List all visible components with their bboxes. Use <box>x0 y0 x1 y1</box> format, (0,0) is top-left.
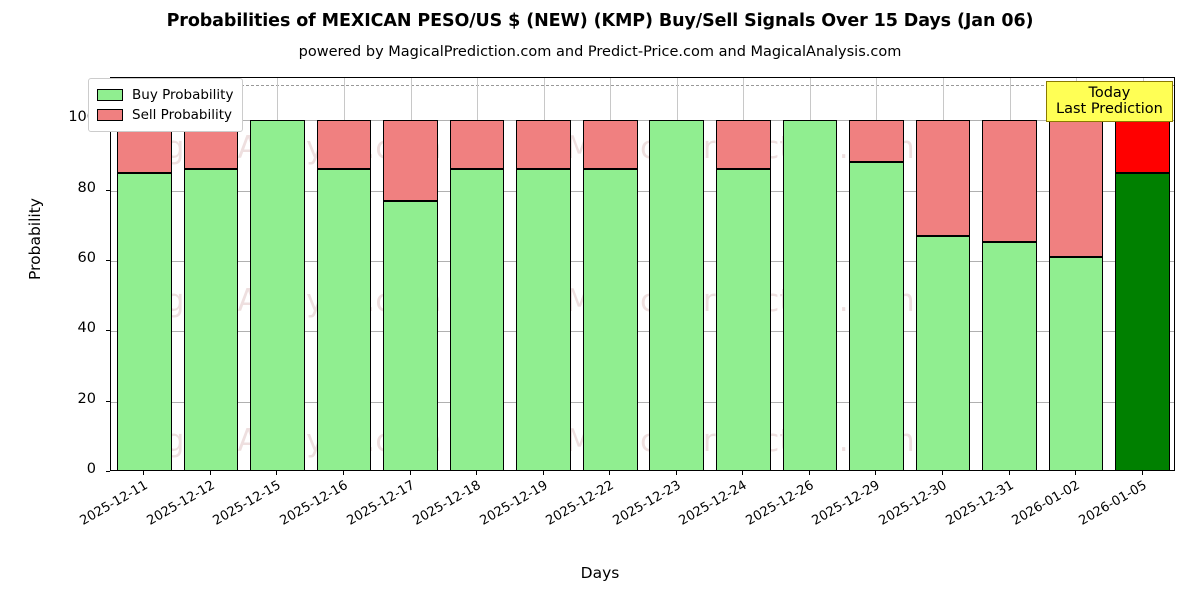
y-tick-mark <box>106 330 110 332</box>
bar-group[interactable] <box>782 78 838 470</box>
bar-group[interactable] <box>915 78 971 470</box>
y-gridline <box>111 260 1174 262</box>
bar-group[interactable] <box>982 78 1037 470</box>
y-tick-label: 60 <box>77 249 96 266</box>
y-tick-label: 80 <box>77 179 96 196</box>
y-tick-label: 100 <box>68 109 96 126</box>
x-tick-mark <box>808 471 810 475</box>
x-tick-mark <box>409 471 411 475</box>
bar-segment-sell[interactable] <box>582 120 638 170</box>
bar-segment-sell[interactable] <box>516 120 571 170</box>
bar-segment-buy[interactable] <box>915 236 971 470</box>
today-annotation: Today Last Prediction <box>1046 81 1173 123</box>
page-title: Probabilities of MEXICAN PESO/US $ (NEW)… <box>166 11 1034 31</box>
bar-segment-buy[interactable] <box>116 172 172 470</box>
x-tick-mark <box>942 471 944 475</box>
bar-group[interactable] <box>116 78 172 470</box>
bar-segment-buy[interactable] <box>449 169 505 470</box>
bar-group[interactable] <box>716 78 771 470</box>
bar-segment-buy[interactable] <box>516 169 571 470</box>
bar-segment-buy[interactable] <box>849 162 904 470</box>
bar-segment-buy[interactable] <box>582 169 638 470</box>
x-tick-mark <box>675 471 677 475</box>
bar-group[interactable] <box>183 78 239 470</box>
plot-area: MagicalAnalysis.comMagicalPrediction.com… <box>110 77 1175 471</box>
bar-segment-sell[interactable] <box>849 120 904 163</box>
bar-segment-buy[interactable] <box>982 241 1037 470</box>
bar-group[interactable] <box>849 78 904 470</box>
bar-segment-sell[interactable] <box>1048 120 1104 258</box>
today-annotation-line2: Last Prediction <box>1056 101 1163 118</box>
x-tick-mark <box>542 471 544 475</box>
bar-group[interactable] <box>449 78 505 470</box>
chart-subtitle: powered by MagicalPrediction.com and Pre… <box>298 44 902 60</box>
bar-segment-buy[interactable] <box>183 169 239 470</box>
bar-segment-buy[interactable] <box>316 169 372 470</box>
bar-segment-buy[interactable] <box>383 201 438 470</box>
bar-segment-buy[interactable] <box>250 120 305 470</box>
bar-group[interactable] <box>1115 78 1170 470</box>
y-gridline <box>111 331 1174 333</box>
bar-group[interactable] <box>250 78 305 470</box>
bar-group[interactable] <box>383 78 438 470</box>
x-axis-label: Days <box>580 564 620 582</box>
y-tick-label: 20 <box>77 390 96 407</box>
y-tick-mark <box>106 259 110 261</box>
bar-segment-buy[interactable] <box>782 120 838 470</box>
x-tick-mark <box>143 471 145 475</box>
bar-group[interactable] <box>316 78 372 470</box>
legend-swatch-buy-icon <box>97 89 123 101</box>
bar-group[interactable] <box>582 78 638 470</box>
x-tick-mark <box>875 471 877 475</box>
bar-segment-buy[interactable] <box>649 120 705 470</box>
legend-label-buy: Buy Probability <box>132 87 234 103</box>
bar-segment-sell[interactable] <box>383 120 438 202</box>
bar-segment-sell[interactable] <box>449 120 505 170</box>
bar-segment-buy[interactable] <box>1115 172 1170 470</box>
x-tick-mark <box>476 471 478 475</box>
bar-segment-buy[interactable] <box>716 169 771 470</box>
bar-segment-sell[interactable] <box>1115 120 1170 173</box>
legend-item-buy: Buy Probability <box>97 85 233 105</box>
y-tick-label: 0 <box>86 461 96 477</box>
bar-group[interactable] <box>516 78 571 470</box>
bar-segment-sell[interactable] <box>716 120 771 170</box>
y-tick-mark <box>106 400 110 402</box>
legend-swatch-sell-icon <box>97 109 123 121</box>
y-gridline <box>111 401 1174 403</box>
x-tick-mark <box>1008 471 1010 475</box>
today-annotation-line1: Today <box>1088 85 1131 101</box>
y-gridline <box>111 120 1174 122</box>
bar-segment-sell[interactable] <box>982 120 1037 242</box>
x-tick-mark <box>609 471 611 475</box>
bar-segment-sell[interactable] <box>316 120 372 170</box>
y-tick-mark <box>106 471 110 472</box>
y-gridline <box>111 190 1174 192</box>
x-tick-mark <box>276 471 278 475</box>
chart-legend: Buy Probability Sell Probability <box>88 78 244 132</box>
legend-item-sell: Sell Probability <box>97 105 233 125</box>
bar-group[interactable] <box>649 78 705 470</box>
x-tick-mark <box>342 471 344 475</box>
legend-label-sell: Sell Probability <box>132 107 233 123</box>
x-tick-mark <box>1075 471 1077 475</box>
x-tick-mark <box>1141 471 1143 475</box>
x-tick-mark <box>209 471 211 475</box>
bar-segment-sell[interactable] <box>915 120 971 237</box>
bar-segment-buy[interactable] <box>1048 257 1104 470</box>
reference-line <box>111 85 1174 87</box>
bar-group[interactable] <box>1048 78 1104 470</box>
x-tick-mark <box>742 471 744 475</box>
y-tick-label: 40 <box>77 320 96 337</box>
y-tick-mark <box>106 189 110 191</box>
